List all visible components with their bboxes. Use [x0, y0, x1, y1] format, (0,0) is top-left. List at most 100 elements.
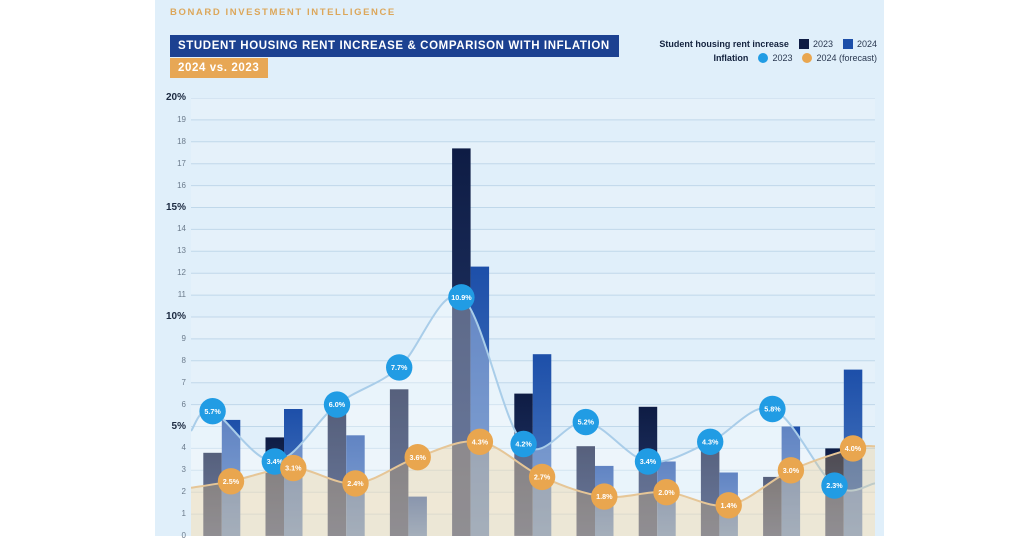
inflation-2023-marker	[510, 430, 537, 458]
inflation-2024-marker-label: 2.7%	[534, 473, 551, 482]
inflation-2023-marker	[821, 472, 848, 499]
legend-row-inflation: Inflation 2023 2024 (forecast)	[659, 51, 877, 65]
inflation-2024-marker	[715, 492, 742, 519]
inflation-2023-marker	[448, 284, 475, 311]
y-tick-label: 19	[177, 114, 186, 124]
grid-band	[191, 98, 875, 120]
grid-band	[191, 229, 875, 252]
legend-inflation-label: Inflation	[713, 53, 749, 63]
inflation-2024-marker	[217, 468, 245, 495]
inflation-2024-marker	[528, 463, 556, 491]
bar-2023	[763, 476, 782, 536]
inflation-2023-marker	[386, 354, 413, 381]
bar-2023	[327, 413, 347, 536]
inflation-2024-area	[191, 441, 875, 536]
bar-2024	[470, 266, 490, 536]
inflation-2024-marker-label: 1.4%	[721, 501, 738, 510]
y-tick-label: 2	[181, 487, 186, 497]
legend-swatch-inflation-2024	[802, 53, 813, 63]
inflation-2024-marker	[591, 483, 618, 510]
inflation-2024-marker-label: 2.5%	[223, 477, 240, 486]
legend-inflation-2023-label: 2023	[772, 53, 793, 63]
inflation-2023-marker	[697, 428, 724, 455]
inflation-2023-marker	[199, 398, 226, 425]
inflation-2024-marker	[342, 470, 369, 497]
legend-swatch-rent-2023	[798, 39, 809, 49]
brand-text: BONARD INVESTMENT INTELLIGENCE	[170, 7, 396, 18]
legend-swatch-rent-2024	[842, 39, 853, 49]
y-tick-label: 5%	[171, 420, 186, 432]
inflation-2024-marker	[839, 435, 867, 462]
inflation-2024-marker-label: 3.0%	[783, 466, 800, 475]
inflation-2023-marker-label: 2.3%	[826, 481, 843, 490]
legend-swatch-inflation-2023	[758, 53, 769, 63]
chart-panel: BONARD INVESTMENT INTELLIGENCE STUDENT H…	[155, 0, 884, 540]
inflation-2023-marker	[572, 408, 599, 436]
y-tick-label: 18	[177, 136, 186, 146]
inflation-2024-marker-label: 2.0%	[658, 488, 675, 497]
grid-band	[191, 185, 875, 208]
inflation-2023-marker-label: 5.7%	[204, 407, 221, 416]
y-tick-label: 16	[177, 180, 186, 190]
legend-inflation-2024-label: 2024 (forecast)	[816, 53, 877, 63]
inflation-2024-marker	[653, 479, 680, 506]
grid-band	[191, 317, 875, 339]
inflation-2024-marker-label: 2.4%	[347, 479, 364, 488]
y-tick-label: 8	[181, 355, 186, 365]
grid-band	[191, 273, 875, 296]
inflation-2023-marker-label: 10.9%	[451, 293, 472, 302]
grid-band	[191, 141, 875, 164]
y-tick-label: 17	[177, 158, 186, 168]
y-tick-label: 12	[177, 268, 186, 278]
page-subtitle: 2024 vs. 2023	[170, 58, 269, 78]
inflation-2024-marker-label: 4.0%	[845, 444, 862, 453]
inflation-2024-marker-label: 1.8%	[596, 492, 613, 501]
y-tick-label: 1	[181, 509, 186, 519]
bar-2024	[532, 354, 552, 536]
y-tick-label: 20%	[165, 92, 186, 103]
y-tick-label: 6	[181, 399, 186, 409]
inflation-2024-marker	[404, 444, 431, 471]
bar-2023	[576, 446, 595, 536]
bar-2023	[389, 389, 409, 536]
y-tick-label: 4	[181, 443, 186, 453]
y-tick-label: 0	[181, 531, 186, 540]
y-tick-label: 15%	[165, 201, 186, 213]
y-tick-label: 14	[177, 224, 186, 234]
inflation-2023-marker-label: 4.2%	[515, 440, 532, 449]
inflation-2024-marker-label: 3.6%	[410, 453, 427, 462]
bar-2023	[203, 452, 222, 536]
legend-rent-label: Student housing rent increase	[659, 39, 789, 49]
inflation-2023-marker-label: 5.2%	[578, 418, 595, 427]
inflation-2023-marker-label: 3.4%	[640, 457, 657, 466]
legend-rent-2023-label: 2023	[812, 39, 833, 49]
legend-row-rent: Student housing rent increase 2023 2024	[659, 37, 877, 51]
inflation-2024-marker	[777, 457, 805, 484]
chart-plot: 5.7% 3.4% 6.0% 7.7% 10.9% 4.2% 5.2% 3.4% 4.3% 5.8…	[191, 98, 875, 536]
y-tick-label: 11	[177, 290, 186, 300]
inflation-2023-marker-label: 4.3%	[702, 437, 719, 446]
inflation-2024-marker	[466, 428, 494, 455]
legend-rent-2024-label: 2024	[856, 39, 877, 49]
inflation-2024-marker-label: 3.1%	[285, 464, 302, 473]
y-tick-label: 7	[181, 377, 186, 387]
inflation-2023-marker	[323, 391, 351, 418]
inflation-2023-marker	[634, 448, 662, 475]
y-tick-label: 3	[181, 465, 186, 475]
y-tick-label: 10%	[165, 311, 186, 322]
legend: Student housing rent increase 2023 2024 …	[659, 37, 877, 65]
inflation-2024-marker-label: 4.3%	[472, 437, 489, 446]
y-tick-label: 9	[181, 333, 186, 343]
inflation-2023-marker	[759, 395, 786, 423]
inflation-2024-marker	[280, 454, 307, 482]
bar-2023	[452, 148, 471, 536]
inflation-2023-marker-label: 7.7%	[391, 363, 408, 372]
inflation-2023-marker-label: 3.4%	[267, 457, 284, 466]
inflation-2023-marker-label: 5.8%	[764, 405, 781, 414]
inflation-2023-marker-label: 6.0%	[329, 400, 346, 409]
bar-2023	[700, 441, 720, 536]
page-title: STUDENT HOUSING RENT INCREASE & COMPARIS…	[170, 35, 619, 57]
bar-2024	[408, 496, 427, 536]
y-tick-label: 13	[177, 246, 186, 256]
